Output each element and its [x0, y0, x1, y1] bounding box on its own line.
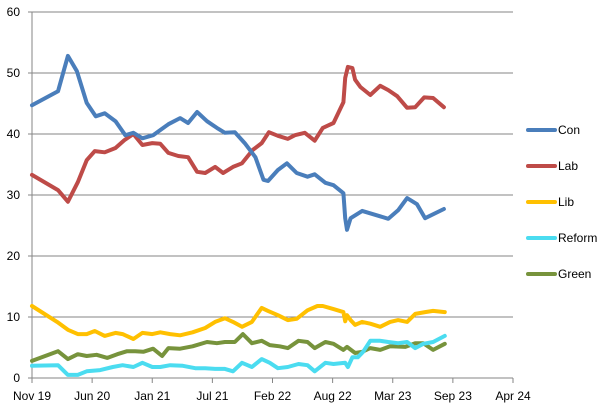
gridlines	[28, 11, 513, 383]
legend-label: Green	[558, 267, 591, 281]
y-tick-label: 60	[7, 5, 21, 19]
legend-label: Lab	[558, 159, 578, 173]
x-tick-label: Apr 24	[495, 389, 531, 403]
x-tick-label: Mar 23	[374, 389, 412, 403]
x-tick-label: Feb 22	[254, 389, 292, 403]
legend-item-lab: Lab	[526, 159, 578, 173]
x-tick-label: Aug 22	[314, 389, 352, 403]
legend-item-reform: Reform	[526, 231, 597, 245]
series-lines	[30, 53, 447, 377]
legend: Con Lab Lib Reform Green	[526, 123, 597, 281]
x-tick-label: Jul 21	[196, 389, 228, 403]
series-line-con	[30, 53, 446, 232]
legend-label: Lib	[558, 195, 574, 209]
legend-item-green: Green	[526, 267, 591, 281]
x-axis-tick-labels: Nov 19 Jun 20 Jan 21 Jul 21 Feb 22 Aug 22 Mar …	[13, 378, 531, 403]
y-tick-label: 20	[7, 249, 21, 263]
legend-item-lib: Lib	[526, 195, 574, 209]
y-tick-label: 40	[7, 127, 21, 141]
y-axis-tick-labels: 0 10 20 30 40 50 60	[7, 5, 21, 385]
x-tick-label: Nov 19	[13, 389, 51, 403]
x-tick-label: Jun 20	[74, 389, 110, 403]
y-tick-label: 0	[13, 371, 20, 385]
legend-label: Reform	[558, 231, 597, 245]
series-line-lab	[30, 64, 446, 204]
x-tick-label: Jan 21	[134, 389, 170, 403]
legend-item-con: Con	[526, 123, 580, 137]
series-line-lib	[30, 304, 447, 341]
y-tick-label: 30	[7, 188, 21, 202]
series-line-reform	[30, 333, 447, 377]
series-line-green	[30, 332, 447, 363]
legend-label: Con	[558, 123, 580, 137]
y-tick-label: 10	[7, 310, 21, 324]
x-tick-label: Sep 23	[434, 389, 472, 403]
y-tick-label: 50	[7, 66, 21, 80]
